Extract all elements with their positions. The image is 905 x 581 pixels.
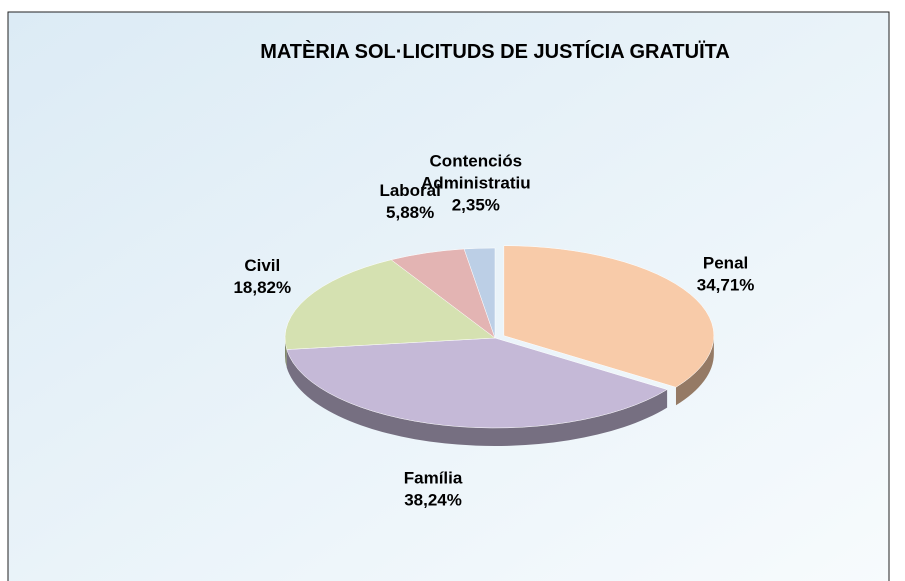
slice-label: Família bbox=[404, 469, 463, 488]
slice-label: Laboral bbox=[379, 181, 440, 200]
slice-value-label: 18,82% bbox=[233, 278, 291, 297]
slice-side bbox=[285, 338, 287, 368]
slice bbox=[503, 245, 715, 388]
slice-value-label: 2,35% bbox=[452, 195, 500, 214]
slice bbox=[284, 259, 496, 350]
slice bbox=[286, 337, 668, 429]
slice-label: Civil bbox=[244, 256, 280, 275]
slice-value-label: 34,71% bbox=[697, 276, 755, 295]
slice bbox=[463, 247, 496, 339]
slice-label: Penal bbox=[703, 254, 748, 273]
chart-title: MATÈRIA SOL·LICITUDS DE JUSTÍCIA GRATUÏT… bbox=[260, 40, 730, 63]
slice-label: Contenciós Administratiu bbox=[421, 151, 531, 192]
slice-side bbox=[675, 335, 714, 406]
slice-value-label: 5,88% bbox=[386, 203, 434, 222]
slice-value-label: 38,24% bbox=[404, 491, 462, 510]
